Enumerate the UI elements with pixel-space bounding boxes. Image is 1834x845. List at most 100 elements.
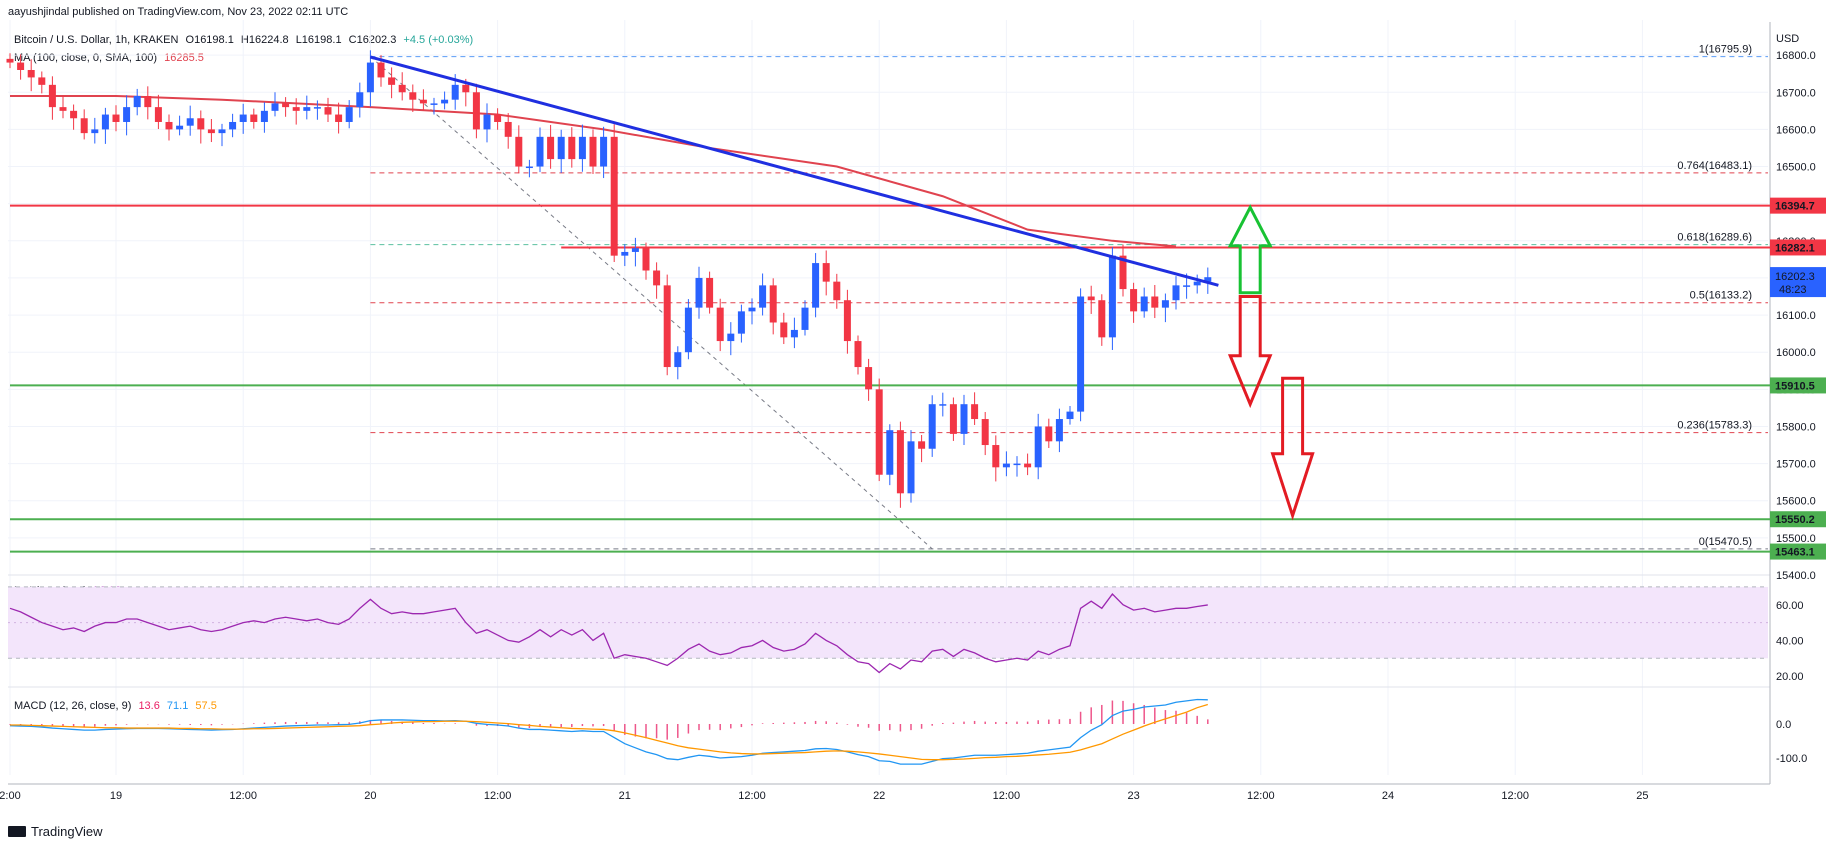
price-tick-label: 15500.0 xyxy=(1776,533,1816,545)
price-tick-label: 15600.0 xyxy=(1776,496,1816,508)
macd-label: MACD (12, 26, close, 9) xyxy=(14,700,132,712)
candle-body xyxy=(525,166,533,169)
candle-body xyxy=(1087,296,1095,301)
candle-body xyxy=(843,300,851,342)
down-arrow xyxy=(1227,295,1273,409)
fib-level-label: 0.618(16289.6) xyxy=(1677,232,1752,244)
candle-body xyxy=(780,322,788,338)
up-arrow xyxy=(1227,204,1273,295)
candle-body xyxy=(663,285,671,368)
last-price-tag xyxy=(1770,267,1826,298)
time-tick-label: 12:00 xyxy=(484,790,512,802)
time-tick-label: 25 xyxy=(1636,790,1648,802)
candle-body xyxy=(494,114,502,122)
candle-body xyxy=(1066,411,1074,420)
candle-body xyxy=(48,84,56,108)
time-tick-label: 20 xyxy=(364,790,376,802)
ohlc-low: L16198.1 xyxy=(295,34,342,46)
candle-body xyxy=(642,248,650,271)
candle-body xyxy=(218,129,226,134)
price-tick-label: 15700.0 xyxy=(1776,459,1816,471)
candle-body xyxy=(875,389,883,475)
candle-body xyxy=(790,329,798,338)
candle-body xyxy=(356,92,364,108)
candle-body xyxy=(949,404,957,434)
candle-body xyxy=(727,333,735,342)
candle-body xyxy=(409,92,417,100)
candle-body xyxy=(133,95,141,108)
candle-body xyxy=(1055,419,1063,442)
price-level-tag-label: 15910.5 xyxy=(1775,380,1815,392)
ohlc-open: O16198.1 xyxy=(185,34,234,46)
candle-body xyxy=(568,136,576,160)
price-tick-label: 16000.0 xyxy=(1776,347,1816,359)
candle-body xyxy=(1013,463,1021,466)
macd-legend: MACD (12, 26, close, 9) 13.6 71.1 57.5 xyxy=(14,700,221,712)
candle-body xyxy=(303,107,311,111)
time-tick-label: 23 xyxy=(1127,790,1139,802)
last-price-label: 16202.3 xyxy=(1775,271,1815,283)
time-tick-label: 12:00 xyxy=(1247,790,1275,802)
rsi-band xyxy=(8,586,1768,659)
candle-body xyxy=(515,136,523,167)
time-tick-label: 12:00 xyxy=(993,790,1021,802)
candle-body xyxy=(631,248,639,252)
candle-body xyxy=(483,114,491,130)
candle-body xyxy=(1193,281,1201,286)
price-tick-label: 16100.0 xyxy=(1776,310,1816,322)
price-tick-label: 16500.0 xyxy=(1776,162,1816,174)
price-tick-label: 16600.0 xyxy=(1776,124,1816,136)
candle-body xyxy=(1172,285,1180,301)
candle-body xyxy=(1140,296,1148,312)
candle-body xyxy=(292,107,300,111)
fib-level-label: 0.236(15783.3) xyxy=(1677,420,1752,432)
price-level-tag xyxy=(1770,239,1826,256)
candle-body xyxy=(865,367,873,390)
symbol-legend: Bitcoin / U.S. Dollar, 1h, KRAKEN O16198… xyxy=(14,34,477,46)
candle-body xyxy=(27,69,35,78)
candle-body xyxy=(960,404,968,434)
candle-body xyxy=(6,58,14,63)
candle-body xyxy=(907,441,915,494)
tradingview-brand: TradingView xyxy=(31,824,103,839)
fib-level-label: 1(16795.9) xyxy=(1699,44,1752,56)
tradingview-logo-icon xyxy=(8,826,26,837)
candle-body xyxy=(971,404,979,420)
macd-value-1: 13.6 xyxy=(138,700,160,712)
candle-body xyxy=(1151,296,1159,308)
candle-body xyxy=(1108,255,1116,338)
macd-tick-label: 0.0 xyxy=(1776,719,1791,731)
time-tick-label: 24 xyxy=(1382,790,1394,802)
candle-body xyxy=(578,136,586,160)
candle-body xyxy=(451,84,459,100)
candle-body xyxy=(801,307,809,330)
price-tick-label: 16700.0 xyxy=(1776,87,1816,99)
fib-level-label: 0.764(16483.1) xyxy=(1677,160,1752,172)
candle-body xyxy=(441,99,449,104)
candle-body xyxy=(112,114,120,122)
candle-body xyxy=(896,430,904,494)
candle-body xyxy=(557,136,565,160)
macd-tick-label: -100.0 xyxy=(1776,753,1807,765)
candle-body xyxy=(1161,300,1169,308)
candle-body xyxy=(144,95,152,108)
candle-body xyxy=(1204,277,1212,282)
candle-body xyxy=(197,118,205,130)
candle-body xyxy=(345,107,353,122)
time-tick-label: 22 xyxy=(873,790,885,802)
candle-body xyxy=(1034,426,1042,468)
candle-body xyxy=(165,121,173,130)
candle-body xyxy=(886,430,894,475)
candle-body xyxy=(928,404,936,449)
candle-body xyxy=(59,107,67,111)
time-tick-label: 19 xyxy=(110,790,122,802)
candle-body xyxy=(1024,463,1032,468)
candle-body xyxy=(854,341,862,368)
rsi-line xyxy=(9,593,1208,674)
candle-body xyxy=(335,114,343,122)
candle-body xyxy=(176,125,184,130)
candle-body xyxy=(653,270,661,286)
candle-body xyxy=(377,62,385,78)
candle-body xyxy=(388,77,396,85)
